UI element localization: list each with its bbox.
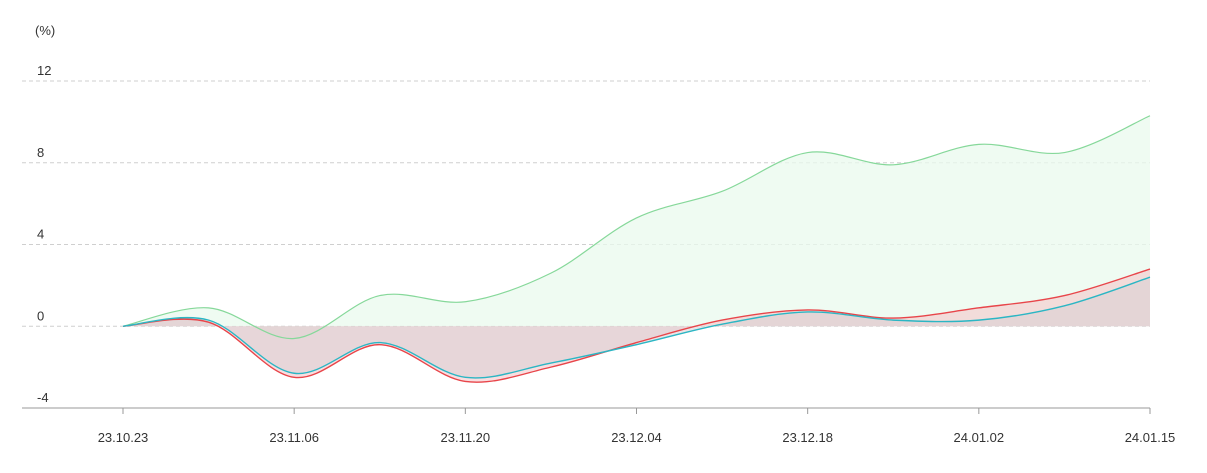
series-areas [123, 115, 1150, 383]
x-tick-label: 24.01.15 [1125, 430, 1176, 445]
series-line-0 [122, 115, 1151, 340]
x-tick-label: 23.11.06 [269, 430, 319, 445]
x-tick-label: 23.11.20 [441, 430, 491, 445]
y-tick-label: -4 [37, 390, 49, 405]
y-unit-label: (%) [35, 23, 55, 38]
series-area-2 [123, 277, 1150, 378]
series-lines [122, 115, 1151, 383]
y-tick-label: 4 [37, 227, 44, 242]
x-tick-label: 24.01.02 [954, 430, 1005, 445]
y-tick-label: 0 [37, 308, 44, 323]
x-tick-label: 23.12.04 [611, 430, 662, 445]
x-tick-label: 23.12.18 [782, 430, 833, 445]
series-area-0 [123, 115, 1150, 339]
y-tick-label: 12 [37, 63, 51, 78]
x-axis: 23.10.23 23.11.06 23.11.20 23.12.04 23.12.18… [22, 407, 1176, 445]
series-line-2 [122, 276, 1151, 379]
x-tick-label: 23.10.23 [98, 430, 149, 445]
y-tick-label: 8 [37, 145, 44, 160]
y-axis: 12 8 4 0 -4 [37, 63, 51, 405]
series-line-1 [122, 268, 1151, 383]
